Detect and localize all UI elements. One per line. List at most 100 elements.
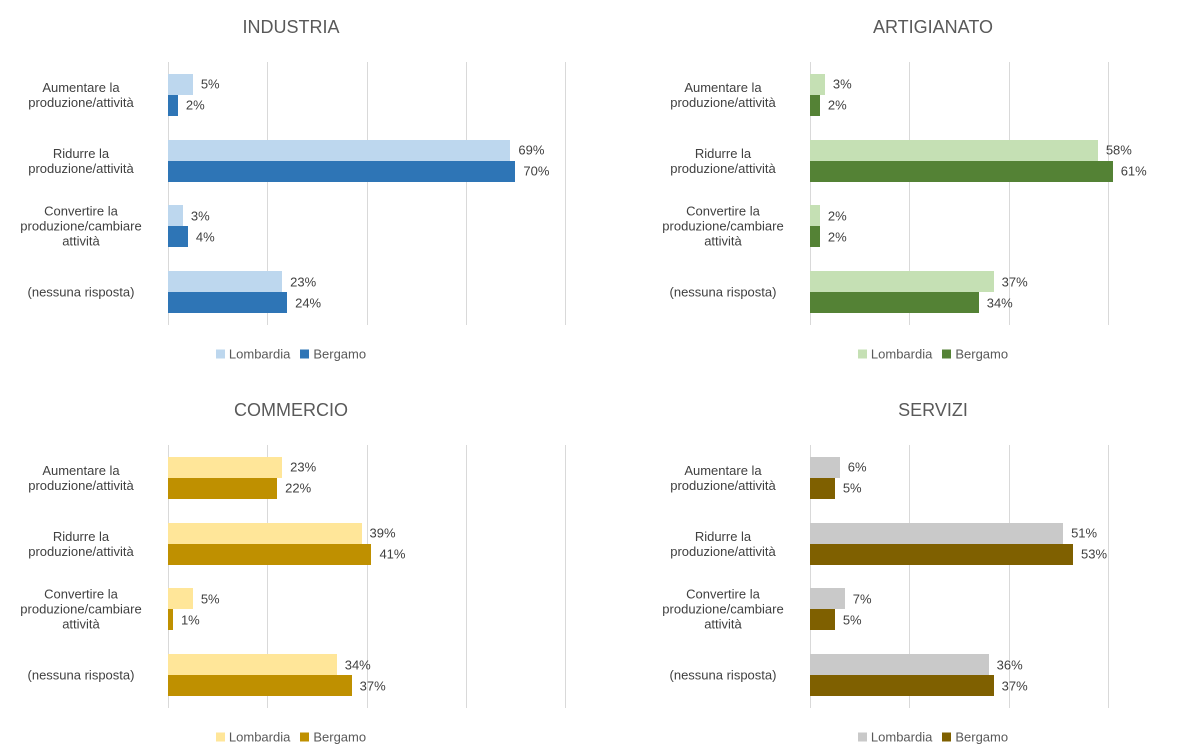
value-label: 22% <box>285 480 312 496</box>
category-label: Aumentare la produzione/attività <box>670 462 776 493</box>
category-label: (nessuna risposta) <box>669 667 777 683</box>
bar <box>168 292 288 314</box>
bar <box>810 456 840 478</box>
category-label: (nessuna risposta) <box>27 284 135 300</box>
grid-line <box>267 445 269 708</box>
value-label: 34% <box>986 295 1013 311</box>
bar <box>168 522 362 544</box>
value-label: 37% <box>359 678 386 694</box>
value-label: 3% <box>832 76 852 92</box>
category-label: Convertire la produzione/cambiare attivi… <box>662 586 784 632</box>
value-label: 23% <box>290 274 317 290</box>
bar <box>168 139 511 161</box>
bar <box>168 160 516 182</box>
legend-label: Lombardia <box>870 729 933 745</box>
value-label: 61% <box>1120 163 1147 179</box>
legend-label: Bergamo <box>313 346 367 362</box>
category-label: (nessuna risposta) <box>27 667 135 683</box>
bar <box>168 205 183 227</box>
legend-swatch <box>857 732 867 742</box>
category-label: Aumentare la produzione/attività <box>28 79 134 110</box>
grid-line <box>168 445 169 708</box>
bar <box>168 226 188 248</box>
value-label: 41% <box>379 546 406 562</box>
legend-item: Bergamo <box>300 730 366 745</box>
legend-item: Lombardia <box>215 347 290 362</box>
legend-swatch <box>857 349 867 359</box>
value-label: 23% <box>290 459 317 475</box>
legend: Lombardia Bergamo <box>733 730 1133 745</box>
legend-label: Lombardia <box>228 729 291 745</box>
value-label: 37% <box>1001 274 1028 290</box>
value-label: 5% <box>200 76 220 92</box>
legend-swatch <box>942 732 952 742</box>
value-label: 4% <box>195 229 215 245</box>
legend-label: Bergamo <box>313 729 367 745</box>
bar <box>810 588 845 610</box>
value-label: 69% <box>518 142 545 158</box>
value-label: 36% <box>996 657 1023 673</box>
legend-label: Bergamo <box>955 346 1009 362</box>
category-label: (nessuna risposta) <box>669 284 777 300</box>
bar <box>810 543 1073 565</box>
legend-item: Lombardia <box>857 347 932 362</box>
legend: Lombardia Bergamo <box>91 730 491 745</box>
legend-swatch <box>942 349 952 359</box>
chart-title: SERVIZI <box>898 400 968 420</box>
bar <box>810 226 820 248</box>
chart-title: ARTIGIANATO <box>872 17 994 37</box>
bar <box>810 271 994 293</box>
value-label: 5% <box>842 612 862 628</box>
bar <box>168 94 178 116</box>
value-label: 24% <box>295 295 322 311</box>
grid-line <box>909 445 911 708</box>
legend-swatch <box>215 732 225 742</box>
category-label: Ridurre la produzione/attività <box>28 145 134 176</box>
bar <box>810 94 820 116</box>
bar <box>168 543 372 565</box>
grid-line <box>565 62 566 325</box>
bar <box>810 205 820 227</box>
category-label: Aumentare la produzione/attività <box>670 79 776 110</box>
value-label: 37% <box>1001 678 1028 694</box>
value-label: 51% <box>1071 525 1098 541</box>
legend-label: Bergamo <box>955 729 1009 745</box>
value-label: 2% <box>827 229 847 245</box>
bar <box>168 609 173 631</box>
bar <box>810 160 1113 182</box>
value-label: 34% <box>344 657 371 673</box>
value-label: 1% <box>180 612 200 628</box>
value-label: 53% <box>1081 546 1108 562</box>
grid-line <box>465 445 467 708</box>
bar <box>810 477 835 499</box>
legend: Lombardia Bergamo <box>733 347 1133 362</box>
value-label: 2% <box>827 97 847 113</box>
bar <box>810 675 994 697</box>
category-label: Convertire la produzione/cambiare attivi… <box>662 203 784 249</box>
grid-line <box>810 445 811 708</box>
value-label: 70% <box>523 163 550 179</box>
bar <box>168 456 283 478</box>
grid-line <box>1107 62 1109 325</box>
value-label: 5% <box>842 480 862 496</box>
value-label: 39% <box>369 525 396 541</box>
bar <box>810 654 989 676</box>
chart-title: COMMERCIO <box>234 400 348 420</box>
category-label: Convertire la produzione/cambiare attivi… <box>20 203 142 249</box>
value-label: 6% <box>847 459 867 475</box>
category-label: Aumentare la produzione/attività <box>28 462 134 493</box>
legend-item: Bergamo <box>942 347 1008 362</box>
category-label: Convertire la produzione/cambiare attivi… <box>20 586 142 632</box>
bar <box>168 588 193 610</box>
legend-item: Bergamo <box>300 347 366 362</box>
value-label: 5% <box>200 591 220 607</box>
grid-line <box>1008 445 1010 708</box>
legend-swatch <box>300 732 310 742</box>
chart-title: INDUSTRIA <box>242 17 340 37</box>
grid-line <box>168 62 169 325</box>
value-label: 3% <box>190 208 210 224</box>
category-label: Ridurre la produzione/attività <box>670 145 776 176</box>
grid-line <box>366 62 368 325</box>
grid-line <box>909 62 911 325</box>
